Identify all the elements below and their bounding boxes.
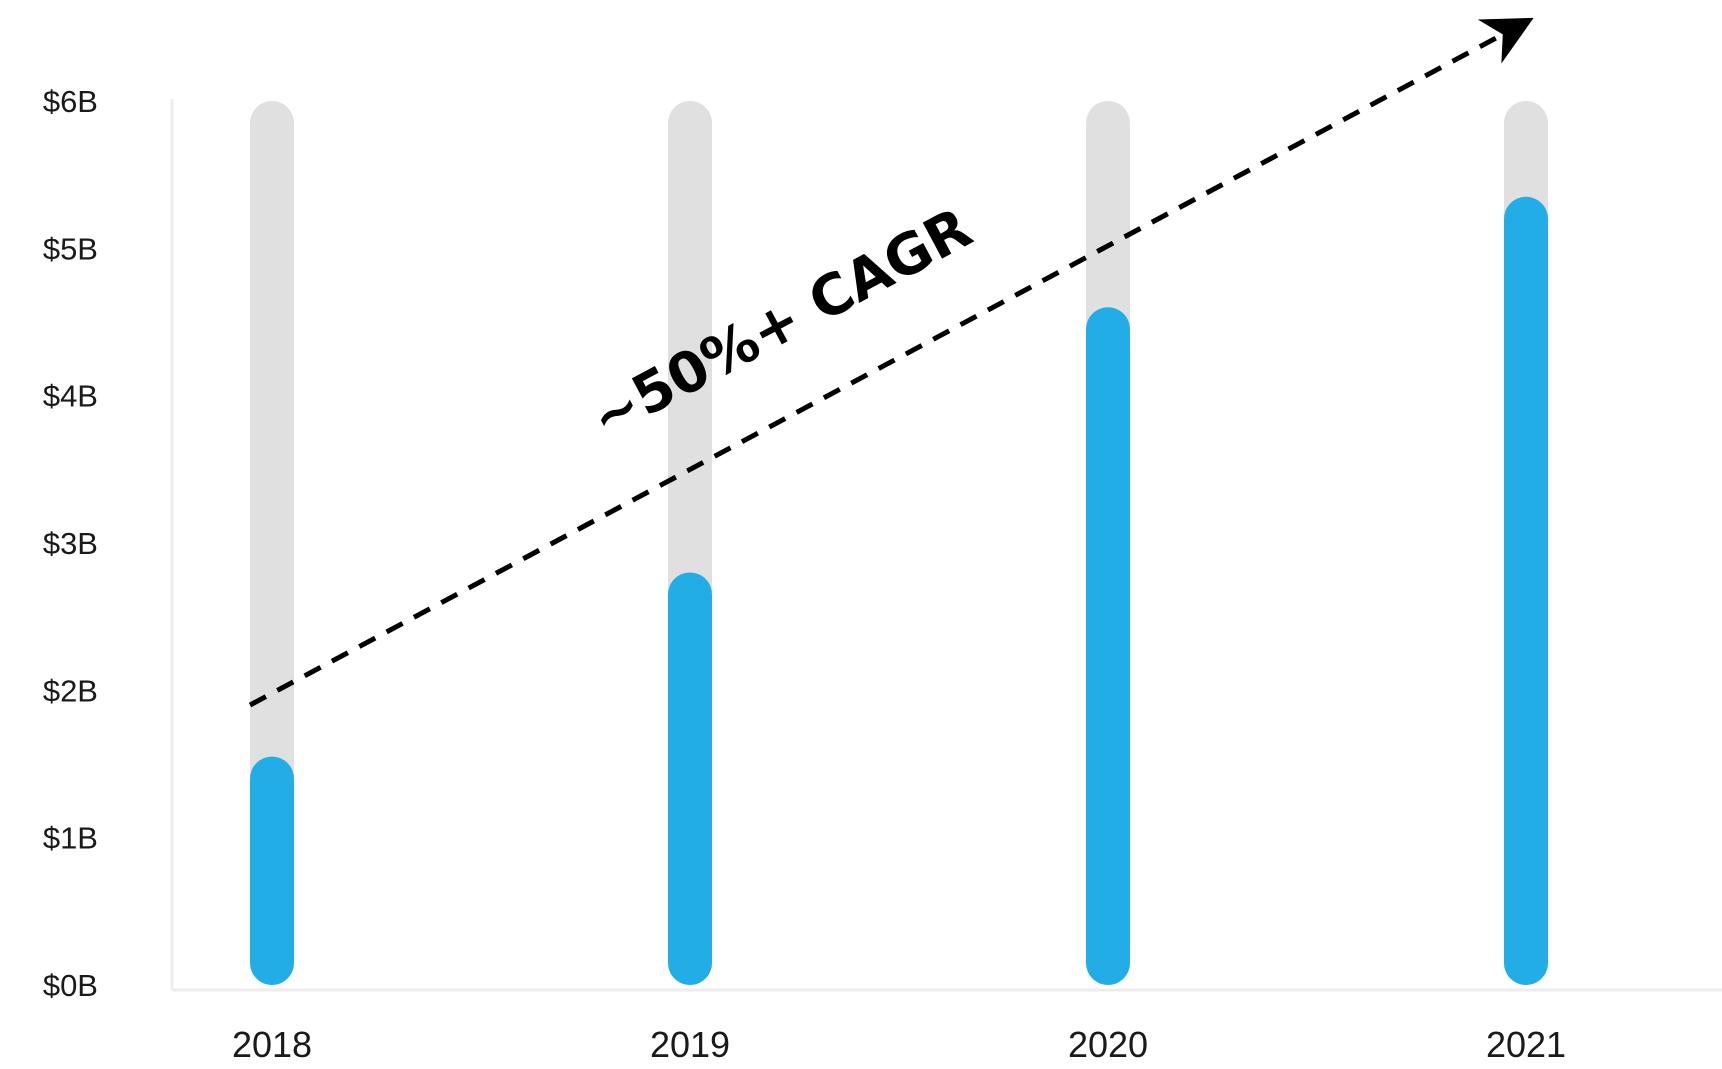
bar: [250, 756, 294, 985]
y-tick-label: $5B: [43, 231, 98, 266]
y-tick-label: $4B: [43, 379, 98, 414]
y-tick-label: $0B: [43, 968, 98, 1003]
x-tick-label: 2019: [650, 1024, 730, 1065]
bar: [1504, 196, 1548, 985]
cagr-arrow: [248, 17, 1534, 708]
y-tick-label: $6B: [43, 84, 98, 119]
x-tick-label: 2020: [1068, 1024, 1148, 1065]
y-tick-label: $2B: [43, 673, 98, 708]
x-tick-label: 2021: [1486, 1024, 1566, 1065]
y-tick-label: $1B: [43, 821, 98, 856]
cagr-annotation: ~50%+ CAGR: [580, 196, 982, 452]
x-tick-label: 2018: [232, 1024, 312, 1065]
bar: [1086, 307, 1130, 985]
y-tick-label: $3B: [43, 526, 98, 561]
bar: [668, 572, 712, 985]
